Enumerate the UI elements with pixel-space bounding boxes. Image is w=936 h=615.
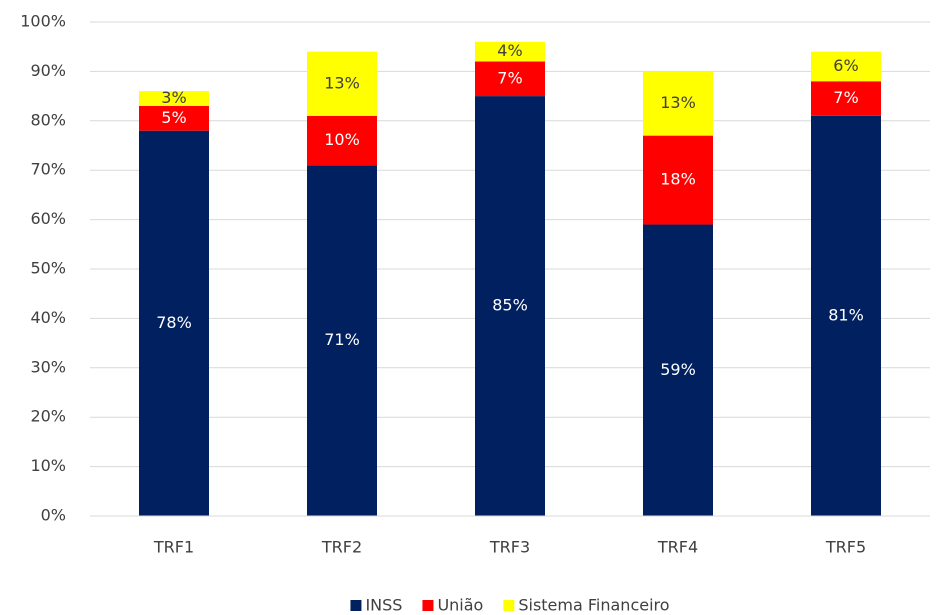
data-label: 78% <box>156 313 192 332</box>
data-label: 3% <box>161 88 186 107</box>
x-tick-label: TRF1 <box>153 538 194 557</box>
legend-swatch <box>350 600 362 611</box>
y-tick-label: 50% <box>30 259 66 278</box>
bar-segment <box>643 71 713 136</box>
bar-segment <box>811 115 881 517</box>
y-tick-label: 100% <box>20 12 66 31</box>
x-tick-label: TRF3 <box>489 538 530 557</box>
y-tick-label: 40% <box>30 308 66 327</box>
data-label: 85% <box>492 296 528 315</box>
legend-label: Sistema Financeiro <box>518 596 669 615</box>
y-tick-label: 30% <box>30 357 66 376</box>
data-label: 4% <box>497 41 522 60</box>
bar-segment <box>811 51 881 82</box>
bar-segment <box>643 224 713 517</box>
data-label: 59% <box>660 360 696 379</box>
data-label: 81% <box>828 305 864 324</box>
y-tick-label: 10% <box>30 456 66 475</box>
bar-segment <box>811 81 881 116</box>
y-tick-label: 90% <box>30 61 66 80</box>
legend-swatch <box>422 600 434 611</box>
data-label: 13% <box>324 73 360 92</box>
y-tick-label: 60% <box>30 209 66 228</box>
bar-segment <box>139 130 209 516</box>
bar-segment <box>307 115 377 166</box>
bar-segment <box>475 41 545 62</box>
data-label: 5% <box>161 108 186 127</box>
data-label: 10% <box>324 130 360 149</box>
bar-segment <box>475 61 545 97</box>
legend-label: INSS <box>365 596 402 615</box>
data-label: 6% <box>833 56 858 75</box>
legend-label: União <box>437 596 483 615</box>
y-tick-label: 0% <box>41 506 66 525</box>
bar-segment <box>475 96 545 516</box>
data-label: 13% <box>660 93 696 112</box>
y-tick-label: 20% <box>30 407 66 426</box>
data-label: 7% <box>497 68 522 87</box>
bar-segment <box>307 165 377 516</box>
bar-segment <box>643 135 713 225</box>
data-label: 18% <box>660 170 696 189</box>
y-tick-label: 80% <box>30 110 66 129</box>
bar-segment <box>139 91 209 106</box>
bar-segment <box>139 105 209 131</box>
y-tick-label: 70% <box>30 160 66 179</box>
data-label: 71% <box>324 330 360 349</box>
bar-segment <box>307 51 377 116</box>
x-tick-label: TRF5 <box>825 538 866 557</box>
x-tick-label: TRF2 <box>321 538 362 557</box>
data-label: 7% <box>833 88 858 107</box>
legend-swatch <box>503 600 515 611</box>
x-tick-label: TRF4 <box>657 538 698 557</box>
